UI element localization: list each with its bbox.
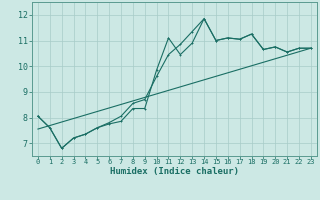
- X-axis label: Humidex (Indice chaleur): Humidex (Indice chaleur): [110, 167, 239, 176]
